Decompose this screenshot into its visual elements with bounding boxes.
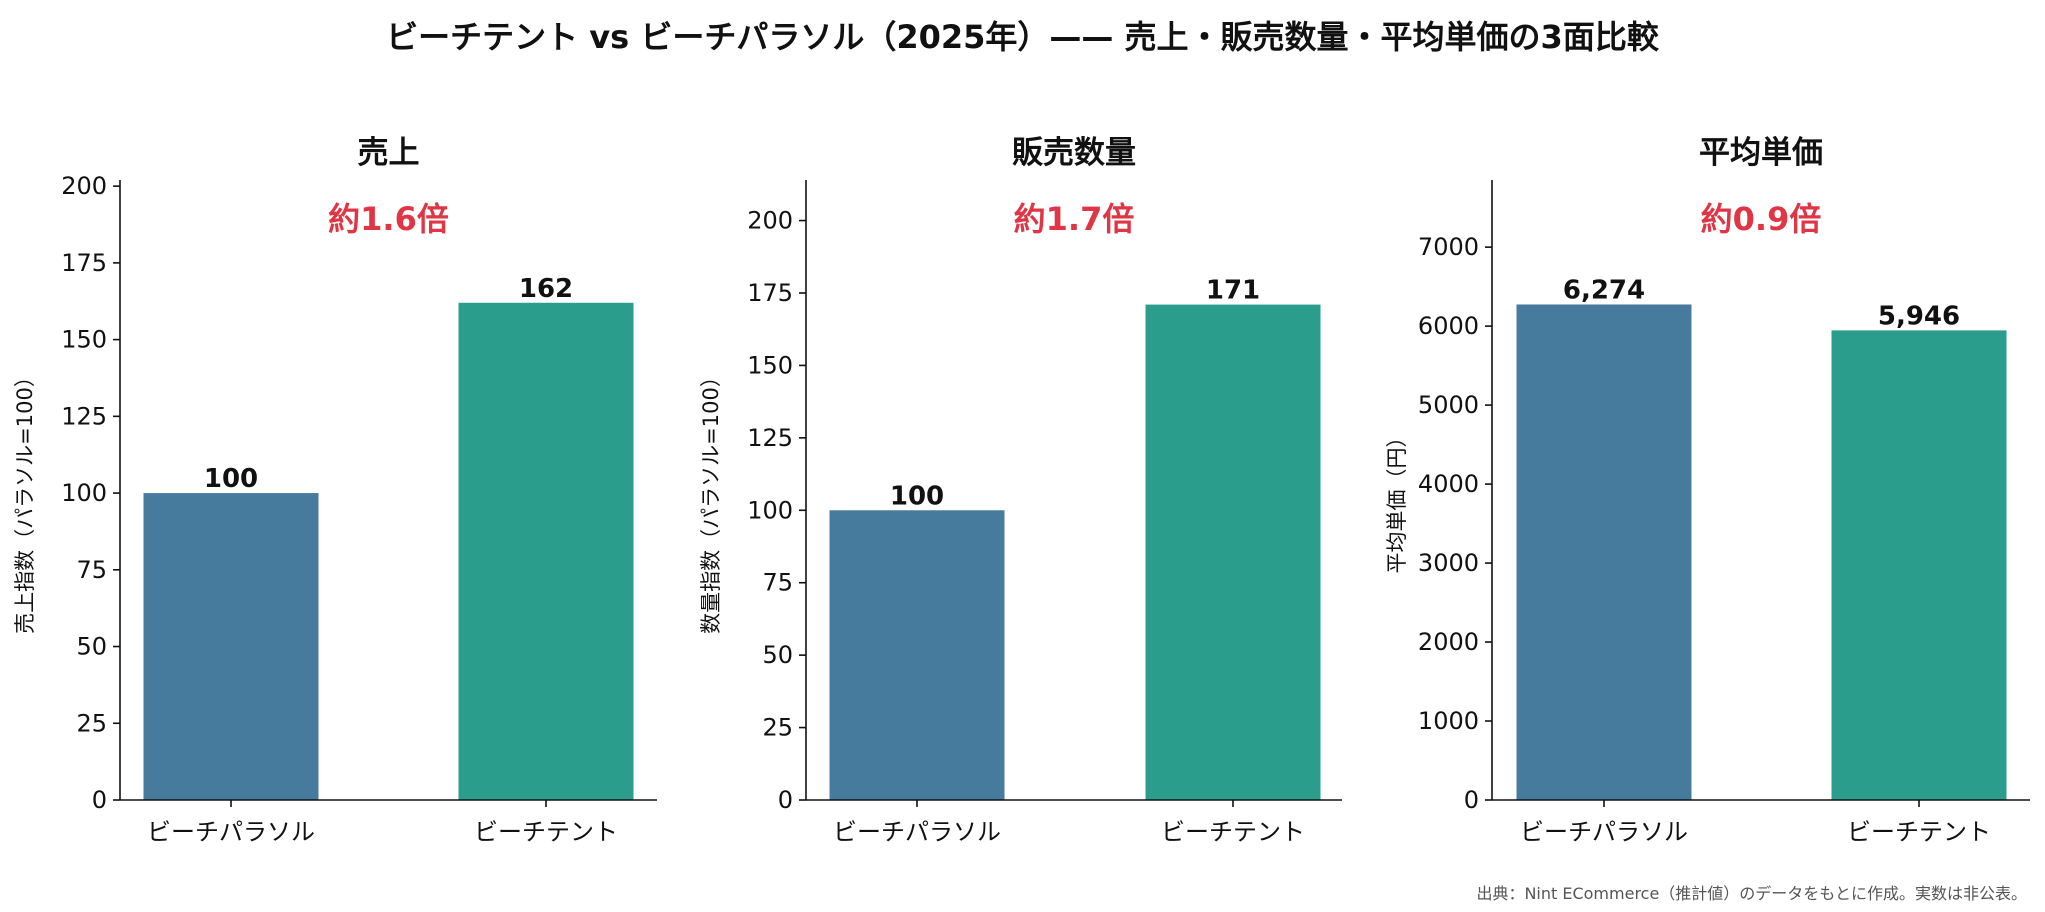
y-tick-label: 0 [92, 786, 107, 814]
y-tick-label: 200 [747, 207, 793, 235]
data-label: 100 [890, 481, 944, 511]
x-tick-label: ビーチパラソル [1520, 818, 1688, 846]
y-tick-label: 150 [747, 351, 793, 379]
bar [458, 302, 634, 800]
data-label: 5,946 [1878, 301, 1960, 331]
y-tick-label: 25 [76, 709, 107, 737]
y-tick-label: 25 [762, 714, 793, 742]
y-tick-label: 7000 [1418, 233, 1479, 261]
panel-title: 販売数量 [1012, 135, 1136, 171]
y-tick-label: 50 [762, 641, 793, 669]
source-note: 出典：Nint ECommerce（推計値）のデータをもとに作成。実数は非公表。 [1476, 884, 2027, 903]
y-tick-label: 4000 [1418, 470, 1479, 498]
bar [1145, 304, 1321, 800]
data-label: 162 [519, 274, 573, 304]
panel-title: 売上 [358, 135, 420, 171]
x-tick-label: ビーチテント [1161, 818, 1305, 846]
y-tick-label: 175 [747, 279, 793, 307]
y-tick-label: 3000 [1418, 549, 1479, 577]
y-tick-label: 2000 [1418, 628, 1479, 656]
y-tick-label: 125 [747, 424, 793, 452]
x-tick-label: ビーチテント [474, 818, 618, 846]
y-tick-label: 200 [61, 172, 107, 200]
bar [1516, 304, 1692, 800]
data-label: 6,274 [1563, 275, 1645, 305]
data-label: 171 [1206, 276, 1260, 306]
data-label: 100 [204, 464, 258, 494]
y-axis-label: 平均単価（円） [1385, 427, 1409, 574]
y-tick-label: 1000 [1418, 707, 1479, 735]
y-tick-label: 6000 [1418, 312, 1479, 340]
bar [143, 493, 319, 800]
y-tick-label: 0 [1464, 786, 1479, 814]
chart-title: ビーチテント vs ビーチパラソル（2025年）—— 売上・販売数量・平均単価の… [386, 18, 1659, 56]
ratio-annotation: 約1.7倍 [1014, 200, 1135, 238]
y-tick-label: 75 [76, 556, 107, 584]
bar [1831, 330, 2007, 800]
ratio-annotation: 約1.6倍 [328, 200, 449, 238]
x-tick-label: ビーチパラソル [147, 818, 315, 846]
panel-title: 平均単価 [1699, 135, 1823, 171]
y-tick-label: 125 [61, 402, 107, 430]
y-tick-label: 5000 [1418, 391, 1479, 419]
y-axis-label: 売上指数（パラソル=100） [13, 366, 37, 634]
y-tick-label: 100 [61, 479, 107, 507]
bar [829, 510, 1005, 800]
y-tick-label: 75 [762, 569, 793, 597]
y-tick-label: 150 [61, 326, 107, 354]
y-tick-label: 50 [76, 633, 107, 661]
y-tick-label: 175 [61, 249, 107, 277]
x-tick-label: ビーチパラソル [833, 818, 1001, 846]
ratio-annotation: 約0.9倍 [1701, 200, 1822, 238]
x-tick-label: ビーチテント [1847, 818, 1991, 846]
y-tick-label: 100 [747, 496, 793, 524]
y-tick-label: 0 [778, 786, 793, 814]
y-axis-label: 数量指数（パラソル=100） [699, 366, 723, 634]
